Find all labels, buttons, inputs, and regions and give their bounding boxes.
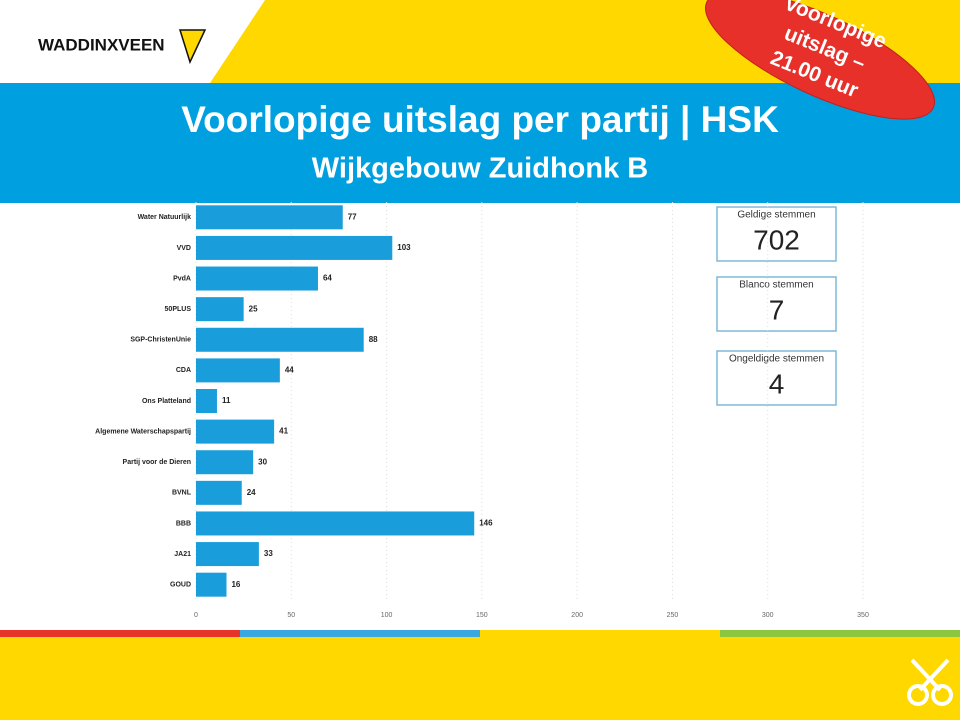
bar (196, 205, 343, 230)
x-tick-label: 300 (762, 612, 774, 619)
data-label: 16 (231, 580, 240, 589)
bar (196, 572, 227, 597)
bar (196, 542, 259, 567)
bar (196, 511, 475, 536)
y-tick-label: GOUD (170, 582, 191, 589)
data-label: 24 (247, 488, 256, 497)
card-value: 702 (753, 224, 800, 255)
title-banner (0, 83, 960, 203)
y-tick-label: BVNL (172, 490, 192, 497)
strip-yellow (480, 630, 720, 637)
bar (196, 419, 275, 444)
data-label: 25 (249, 304, 258, 313)
y-tick-label: Water Natuurlijk (138, 214, 192, 221)
y-tick-label: Algemene Waterschapspartij (95, 428, 191, 435)
x-tick-label: 350 (857, 612, 869, 619)
card (716, 276, 837, 332)
x-tick-label: 150 (476, 612, 488, 619)
y-tick-label: SGP-ChristenUnie (130, 337, 191, 344)
bar (196, 389, 217, 413)
bar (196, 358, 280, 383)
card (716, 350, 837, 406)
y-tick-label: Ons Platteland (142, 398, 191, 405)
strip-red (0, 630, 240, 637)
bottom-band (0, 637, 960, 720)
data-label: 88 (369, 335, 378, 344)
bar (196, 235, 393, 260)
cards: Geldige stemmen 702 Blanco stemmen 7 Ongeldi… (716, 206, 837, 406)
y-tick-label: 50PLUS (165, 306, 192, 313)
badge-shape (704, 0, 936, 120)
x-tick-label: 200 (571, 612, 583, 619)
data-label: 103 (397, 243, 411, 252)
x-tick-label: 100 (381, 612, 393, 619)
bar (196, 480, 242, 505)
y-tick-label: VVD (177, 245, 191, 252)
crest (907, 658, 953, 706)
y-tick-label: BBB (176, 520, 191, 527)
card-label: Ongeldigde stemmen (729, 354, 824, 365)
bar (196, 327, 364, 352)
card-label: Geldige stemmen (737, 210, 815, 221)
card (716, 206, 837, 262)
subtitle: Wijkgebouw Zuidhonk B (312, 153, 648, 185)
data-label: 11 (222, 396, 231, 405)
strip-green (720, 630, 960, 637)
card-label: Blanco stemmen (739, 280, 813, 291)
logo-mark (178, 29, 207, 65)
data-label: 30 (258, 457, 267, 466)
card-value: 7 (769, 294, 785, 325)
bar (196, 297, 244, 322)
data-label: 146 (479, 519, 493, 528)
data-label: 44 (285, 365, 294, 374)
bar (196, 266, 318, 291)
logo-text: WADDINXVEEN (38, 35, 165, 54)
card-value: 4 (769, 368, 785, 399)
chart: 0 50 100 150 200 250 300 350 Water Natuurlijk 77 V… (95, 202, 869, 619)
x-tick-label: 0 (194, 612, 198, 619)
data-label: 33 (264, 549, 273, 558)
data-label: 77 (348, 212, 357, 221)
y-tick-label: Partij voor de Dieren (123, 459, 191, 466)
y-tick-label: CDA (176, 367, 191, 374)
bar (196, 450, 254, 475)
strip-blue (240, 630, 480, 637)
y-tick-label: PvdA (173, 275, 191, 282)
badge (704, 0, 936, 120)
x-tick-label: 50 (287, 612, 295, 619)
x-tick-label: 250 (667, 612, 679, 619)
title: Voorlopige uitslag per partij | HSK (181, 99, 779, 141)
data-label: 64 (323, 274, 332, 283)
y-tick-label: JA21 (174, 551, 191, 558)
data-label: 41 (279, 427, 288, 436)
